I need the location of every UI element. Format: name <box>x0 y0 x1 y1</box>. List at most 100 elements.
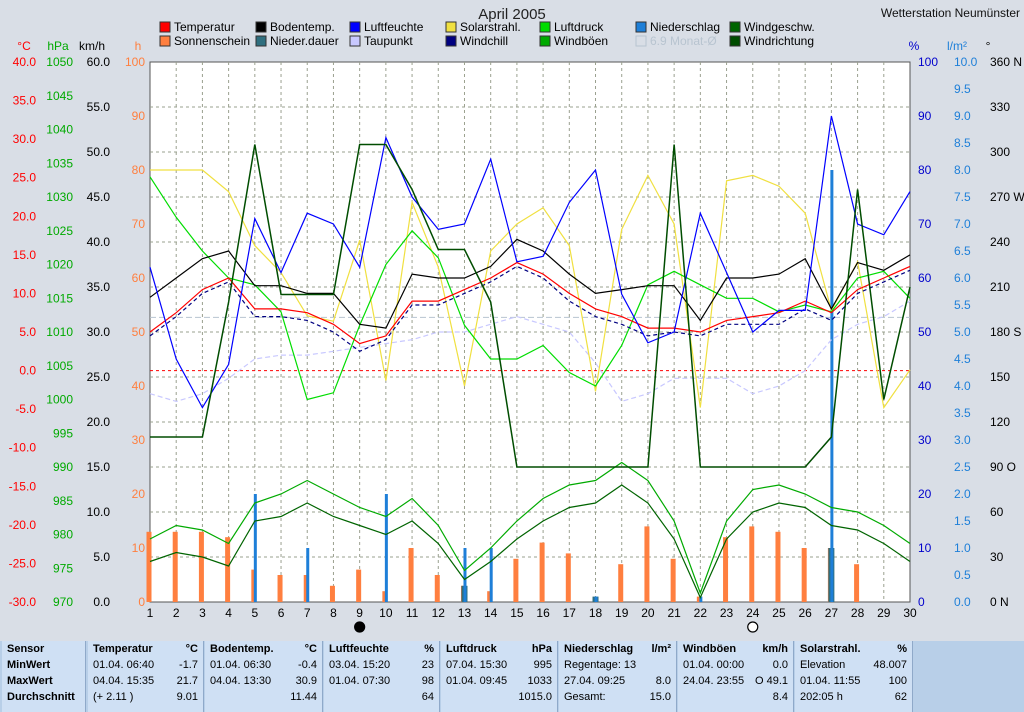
rain-axis-tick: 3.0 <box>954 433 971 447</box>
sun-axis-unit: h <box>135 39 142 53</box>
legend-swatch <box>635 21 647 33</box>
soil-max: 30.9 <box>295 675 317 687</box>
sun-axis-tick: 0 <box>138 595 145 609</box>
pressure-max: 1033 <box>527 675 552 687</box>
x-tick-label: 20 <box>641 606 655 620</box>
legend-swatch <box>635 35 647 47</box>
sun-axis-tick: 10 <box>132 541 146 555</box>
rain-axis-tick: 1.0 <box>954 541 971 555</box>
legend-swatch <box>539 35 551 47</box>
rain-axis-tick: 10.0 <box>954 55 978 69</box>
legend-label: Nieder.dauer <box>270 34 339 48</box>
temp-unit: °C <box>185 643 198 655</box>
temp-axis-tick: -10.0 <box>9 441 37 455</box>
soil-unit: °C <box>304 643 317 655</box>
pressure-max-time: 01.04. 09:45 <box>446 675 508 687</box>
humidity-avg-blank <box>329 689 404 705</box>
solar-max: 100 <box>888 675 907 687</box>
legend-label: Windchill <box>460 34 508 48</box>
humidity-line <box>149 115 911 409</box>
x-tick-label: 11 <box>406 606 419 620</box>
x-tick-label: 27 <box>825 606 839 620</box>
x-tick-label: 19 <box>615 606 629 620</box>
humidity-axis-tick: 20 <box>918 487 932 501</box>
direction-axis-tick: 270 W <box>990 190 1024 204</box>
rain-axis-tick: 0.0 <box>954 595 971 609</box>
legend-label: Bodentemp. <box>270 20 335 34</box>
humidity-max: 98 <box>421 675 434 687</box>
sunshine-bar <box>618 564 624 602</box>
rain-axis-tick: 2.0 <box>954 487 971 501</box>
sunshine-bar <box>277 575 283 602</box>
stats-panel-solar: Solarstrahl.% Elevation 48.007 01.04. 11:… <box>795 641 913 712</box>
precipitation-bar <box>306 548 310 602</box>
x-tick-label: 22 <box>694 606 708 620</box>
wind-axis-tick: 15.0 <box>87 460 111 474</box>
rain-axis-unit: l/m² <box>947 39 967 53</box>
sunshine-bar <box>408 548 414 602</box>
dewpoint-line <box>149 300 911 403</box>
rain-max: 8.0 <box>655 675 671 687</box>
humidity-axis-tick: 40 <box>918 379 932 393</box>
wind-axis-tick: 40.0 <box>87 235 111 249</box>
pressure-title: Luftdruck <box>446 643 497 655</box>
wind-axis-unit: km/h <box>79 39 105 53</box>
stats-panel-temp: Temperatur °C 01.04. 06:40 -1.7 04.04. 15:… <box>88 641 204 712</box>
stats-panel-sensor: Sensor MinWert MaxWert Durchschnitt <box>2 641 86 712</box>
solar-title: Solarstrahl. <box>800 643 861 655</box>
stats-panel-pressure: Luftdruck hPa 07.04. 15:30 995 01.04. 09:4… <box>441 641 558 712</box>
gust-line <box>149 461 911 595</box>
precipitation-bar <box>489 548 493 602</box>
legend-swatch <box>255 35 267 47</box>
pressure-min-time: 07.04. 15:30 <box>446 659 508 671</box>
direction-axis-tick: 90 O <box>990 460 1016 474</box>
rain-axis-tick: 4.5 <box>954 352 971 366</box>
wind-axis-tick: 45.0 <box>87 190 111 204</box>
soil-temp-line <box>149 238 911 329</box>
x-tick-label: 10 <box>379 606 393 620</box>
direction-axis-tick: 360 N <box>990 55 1022 69</box>
gust-max: O 49.1 <box>754 675 788 687</box>
x-tick-label: 7 <box>304 606 311 620</box>
solar-elevation: 48.007 <box>873 659 907 671</box>
direction-axis-tick: 180 S <box>990 325 1021 339</box>
pressure-axis-tick: 990 <box>53 460 73 474</box>
soil-min-time: 01.04. 06:30 <box>210 659 272 671</box>
pressure-axis-unit: hPa <box>47 39 69 53</box>
precipitation-bar <box>253 494 257 602</box>
x-tick-label: 24 <box>746 606 760 620</box>
humidity-axis-unit: % <box>909 39 920 53</box>
pressure-axis-tick: 975 <box>53 561 73 575</box>
pressure-axis-tick: 980 <box>53 528 73 542</box>
sun-axis-tick: 80 <box>132 163 146 177</box>
rain-axis-tick: 7.0 <box>954 217 971 231</box>
soil-min: -0.4 <box>298 659 317 671</box>
rain-axis-tick: 5.0 <box>954 325 971 339</box>
wind-axis-tick: 35.0 <box>87 280 111 294</box>
pressure-axis-tick: 985 <box>53 494 73 508</box>
pressure-axis-tick: 1050 <box>46 55 73 69</box>
humidity-axis-tick: 50 <box>918 325 932 339</box>
pressure-axis-tick: 1035 <box>46 156 73 170</box>
temp-axis-tick: -5.0 <box>15 402 36 416</box>
temp-axis-tick: 5.0 <box>19 325 36 339</box>
soil-max-time: 04.04. 13:30 <box>210 675 272 687</box>
x-tick-label: 4 <box>225 606 232 620</box>
sunshine-bar <box>198 531 204 602</box>
legend-swatch <box>729 21 741 33</box>
sun-axis-tick: 70 <box>132 217 146 231</box>
x-tick-label: 12 <box>432 606 446 620</box>
gust-min: 0.0 <box>772 659 788 671</box>
pressure-axis-tick: 1040 <box>46 123 73 137</box>
wind-axis-tick: 10.0 <box>87 505 111 519</box>
min-label: MinWert <box>7 659 51 671</box>
windchill-line <box>149 265 911 352</box>
x-tick-label: 16 <box>536 606 550 620</box>
temp-axis-tick: 35.0 <box>13 94 37 108</box>
legend-label: 6.9 Monat-Ø <box>650 34 717 48</box>
rain-axis-tick: 3.5 <box>954 406 971 420</box>
legend-label: Niederschlag <box>650 20 720 34</box>
legend-swatch <box>445 35 457 47</box>
direction-axis-tick: 150 <box>990 370 1010 384</box>
rain-axis-tick: 7.5 <box>954 190 971 204</box>
